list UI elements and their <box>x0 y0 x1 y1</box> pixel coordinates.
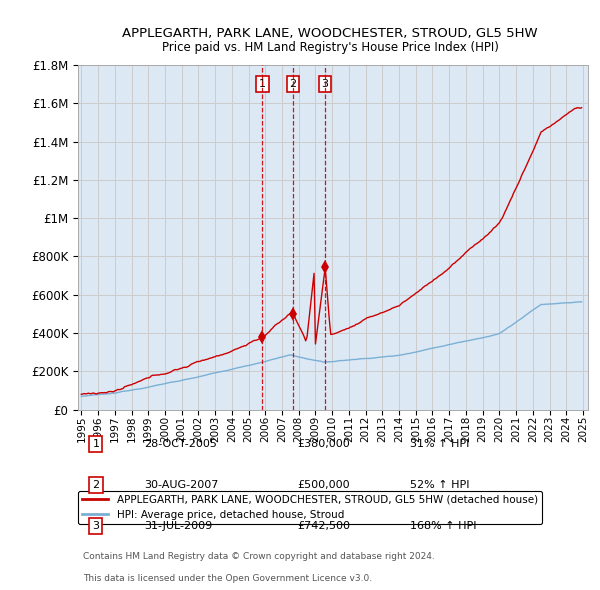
Text: Contains HM Land Registry data © Crown copyright and database right 2024.: Contains HM Land Registry data © Crown c… <box>83 552 435 562</box>
Text: 31-JUL-2009: 31-JUL-2009 <box>145 520 212 530</box>
Text: 3: 3 <box>92 520 100 530</box>
Text: 2: 2 <box>289 79 296 89</box>
Text: This data is licensed under the Open Government Licence v3.0.: This data is licensed under the Open Gov… <box>83 575 372 584</box>
Text: 168% ↑ HPI: 168% ↑ HPI <box>409 520 476 530</box>
Text: Price paid vs. HM Land Registry's House Price Index (HPI): Price paid vs. HM Land Registry's House … <box>161 41 499 54</box>
Text: 52% ↑ HPI: 52% ↑ HPI <box>409 480 469 490</box>
Legend: APPLEGARTH, PARK LANE, WOODCHESTER, STROUD, GL5 5HW (detached house), HPI: Avera: APPLEGARTH, PARK LANE, WOODCHESTER, STRO… <box>78 491 542 525</box>
Text: 1: 1 <box>92 439 100 449</box>
Text: 2: 2 <box>92 480 100 490</box>
Text: 31% ↑ HPI: 31% ↑ HPI <box>409 439 469 449</box>
Text: £380,000: £380,000 <box>297 439 350 449</box>
Text: 1: 1 <box>259 79 266 89</box>
Text: £742,500: £742,500 <box>297 520 350 530</box>
Text: 28-OCT-2005: 28-OCT-2005 <box>145 439 217 449</box>
Text: APPLEGARTH, PARK LANE, WOODCHESTER, STROUD, GL5 5HW: APPLEGARTH, PARK LANE, WOODCHESTER, STRO… <box>122 27 538 40</box>
Text: 3: 3 <box>322 79 329 89</box>
Text: 30-AUG-2007: 30-AUG-2007 <box>145 480 218 490</box>
Text: £500,000: £500,000 <box>297 480 350 490</box>
